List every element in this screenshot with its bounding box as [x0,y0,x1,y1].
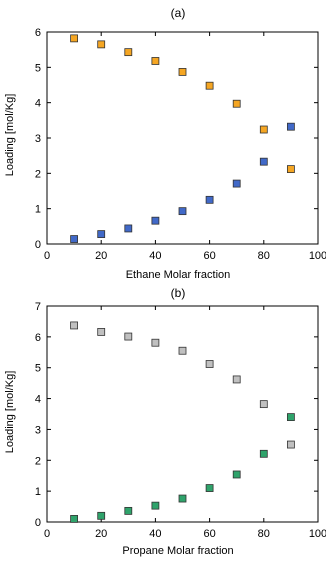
panel-a-ytick-label: 4 [35,98,41,110]
panel-a-blue-point [232,179,241,188]
panel-b-ylabel: Loading [mol/Kg] [4,371,16,454]
panel-a-blue-point [205,195,214,204]
panel-a-orange-point [232,99,241,108]
panel-b-xtick-label: 60 [203,528,215,540]
panel-a-orange-point [286,165,295,173]
panel-b-gray-point [70,321,78,330]
panel-a-xtick-label: 0 [44,250,50,262]
panel-a-blue-point [151,216,160,225]
panel-b-gray-point [259,400,268,409]
panel-b-green-point [124,506,133,515]
panel-a-orange-point [70,34,78,43]
panel-a-blue-point [124,224,133,233]
panel-b-ytick-label: 1 [35,486,41,498]
panel-b-green-point [286,413,295,421]
panel-a-orange-point [124,48,133,57]
panel-a-title: (a) [171,6,186,20]
panel-a-blue-point [259,157,268,166]
panel-a-xtick-label: 80 [258,250,270,262]
panel-a-xlabel: Ethane Molar fraction [126,269,231,281]
panel-b-xtick-label: 80 [258,528,270,540]
panel-b-green-point [97,511,106,520]
panel-b-green-point [232,470,241,479]
panel-a-ylabel: Loading [mol/Kg] [4,94,16,177]
panel-a-xtick-label: 60 [203,250,215,262]
panel-a-ytick-label: 5 [35,62,41,74]
panel-a-blue-point [178,207,187,216]
panel-a-orange-point [151,57,160,65]
panel-b-gray-point [97,328,106,336]
panel-b-ytick-label: 2 [35,455,41,467]
panel-b-ytick-label: 4 [35,394,41,406]
panel-b-gray-point [286,440,295,449]
panel-a-orange-point [97,40,106,49]
panel-a-ytick-label: 6 [35,27,41,39]
panel-a-xtick-label: 20 [95,250,107,262]
panel-a-orange-point [259,125,268,134]
panel-b-ytick-label: 5 [35,363,41,375]
panel-a-orange-point [205,81,214,90]
panel-b-xtick-label: 100 [309,528,326,540]
panel-b-xlabel: Propane Molar fraction [122,545,233,557]
panel-b-gray-point [178,346,187,355]
panel-b-ytick-label: 3 [35,424,41,436]
panel-a-ytick-label: 1 [35,204,41,216]
panel-b-gray-point [124,332,133,341]
panel-b-title: (b) [171,286,186,300]
panel-b-ytick-label: 6 [35,332,41,344]
panel-b-green-point [178,494,187,503]
panel-b: (b) Propane Molar fraction Loading [mol/… [4,286,326,557]
panel-a-xtick-label: 100 [309,250,326,262]
panel-b-xtick-label: 0 [44,528,50,540]
panel-a-blue-point [70,235,78,243]
panel-b-green-point [70,515,78,523]
panel-b-plot-frame [46,305,319,523]
panel-b-xtick-label: 20 [95,528,107,540]
panel-b-ytick-label: 0 [35,517,41,529]
panel-a-ytick-label: 3 [35,133,41,145]
panel-b-xtick-label: 40 [149,528,161,540]
panel-b-green-point [151,501,160,510]
panel-b-gray-point [205,360,214,368]
panel-b-green-point [205,484,214,492]
panel-a-ytick-label: 2 [35,168,41,180]
panel-a-blue-point [286,122,295,131]
panel-b-ytick-label: 7 [35,301,41,313]
panel-a-blue-point [97,230,106,239]
panel-a-orange-point [178,68,187,76]
panel-a: (a) Ethane Molar fraction Loading [mol/K… [4,6,326,281]
panel-b-green-point [259,449,268,458]
panel-a-ytick-label: 0 [35,239,41,251]
panel-a-xtick-label: 40 [149,250,161,262]
panel-b-gray-point [151,338,160,347]
panel-b-gray-point [232,375,241,384]
